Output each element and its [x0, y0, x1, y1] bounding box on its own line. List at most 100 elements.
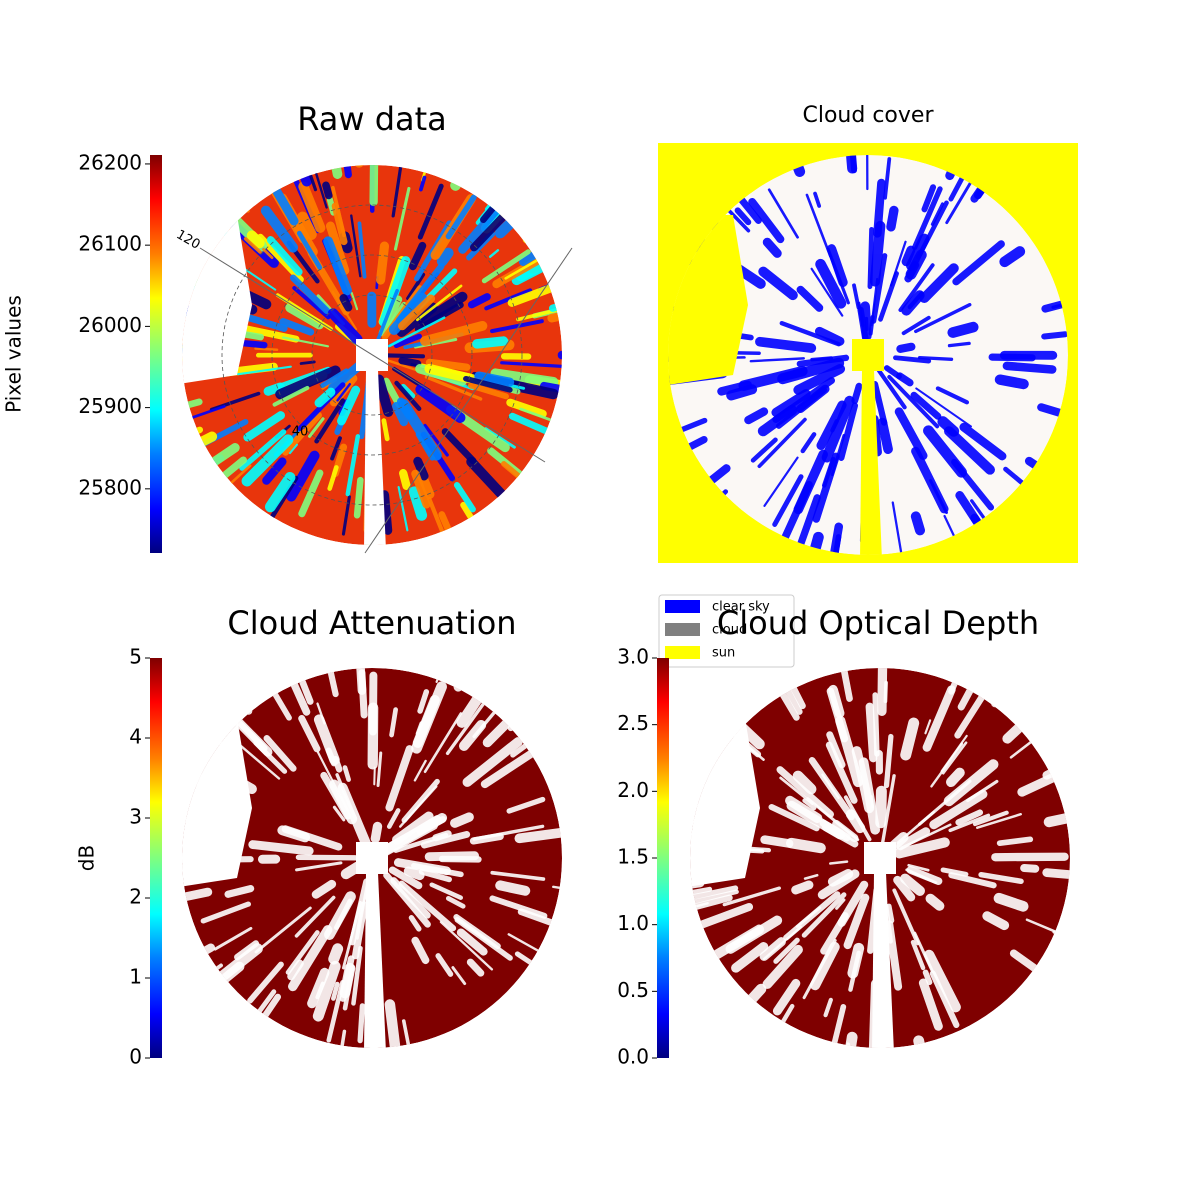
image-texture — [826, 687, 849, 743]
image-texture — [331, 290, 358, 331]
image-texture — [391, 165, 405, 218]
image-texture — [919, 263, 959, 304]
image-texture — [506, 796, 546, 814]
image-texture — [749, 357, 805, 363]
image-texture — [481, 249, 531, 284]
image-texture — [329, 374, 358, 407]
image-texture — [495, 880, 531, 896]
image-texture — [877, 668, 888, 716]
image-texture — [757, 417, 807, 469]
image-texture — [907, 863, 930, 872]
image-texture — [802, 798, 817, 811]
image-texture — [288, 443, 298, 455]
image-texture — [875, 785, 887, 829]
image-texture — [518, 229, 562, 266]
image-texture — [350, 214, 362, 278]
image-texture — [343, 165, 352, 179]
image-texture — [484, 288, 533, 311]
image-texture — [786, 800, 846, 840]
image-texture — [243, 237, 262, 254]
colorbar-tick-label: 26100 — [78, 232, 142, 256]
image-texture — [390, 877, 431, 919]
image-texture — [847, 942, 865, 979]
image-texture — [905, 868, 938, 885]
colorbar-tick-label: 25900 — [78, 394, 142, 418]
image-texture — [722, 886, 781, 907]
image-texture — [966, 779, 999, 803]
image-texture — [823, 997, 833, 1018]
image-texture — [827, 868, 854, 887]
image-texture — [947, 321, 979, 338]
image-texture — [312, 1046, 323, 1048]
image-texture — [239, 744, 281, 780]
image-texture — [341, 900, 362, 970]
image-texture — [314, 398, 346, 444]
image-texture — [453, 482, 476, 513]
panel-title: Raw data — [297, 100, 447, 138]
image-texture — [411, 469, 431, 509]
image-texture — [507, 679, 562, 732]
image-texture — [828, 534, 842, 555]
image-texture — [392, 401, 408, 427]
image-texture — [275, 365, 341, 400]
image-texture — [743, 668, 770, 703]
image-texture — [896, 342, 916, 353]
image-texture — [453, 914, 501, 950]
image-texture — [826, 244, 848, 287]
image-texture — [489, 895, 548, 919]
image-texture — [860, 301, 872, 341]
image-mask — [852, 339, 884, 371]
image-texture — [893, 875, 916, 902]
image-texture — [281, 825, 343, 851]
image-texture — [270, 688, 292, 721]
image-texture — [990, 668, 1041, 708]
image-texture — [1060, 771, 1070, 799]
image-texture — [373, 766, 376, 786]
image-texture — [935, 386, 970, 405]
image-texture — [409, 241, 427, 271]
image-texture — [776, 766, 835, 818]
image-texture — [462, 737, 523, 787]
image-texture — [911, 446, 949, 514]
image-texture — [894, 837, 950, 859]
image-texture — [296, 230, 323, 270]
image-texture — [693, 889, 739, 904]
image-texture — [726, 384, 758, 401]
image-texture — [331, 185, 346, 238]
image-texture — [299, 678, 314, 705]
image-texture — [731, 942, 769, 973]
image-texture — [357, 1003, 366, 1044]
image-texture — [398, 357, 422, 368]
image-mask — [860, 370, 882, 555]
image-texture — [490, 368, 559, 387]
image-texture — [758, 266, 798, 301]
image-texture — [813, 191, 822, 208]
image-texture — [951, 458, 995, 511]
image-texture — [463, 375, 513, 393]
image-texture — [299, 360, 316, 365]
image-texture — [552, 885, 562, 896]
panel: Cloud Optical Depth 0.0 0.5 1.0 1.5 2.0 2.5 3.0 — [617, 604, 1070, 1069]
image-texture — [381, 418, 390, 442]
image-texture — [690, 902, 709, 918]
image-texture — [272, 385, 310, 407]
image-texture — [892, 888, 920, 946]
colorbar — [657, 658, 669, 1058]
image-texture — [843, 795, 872, 842]
image-texture — [901, 245, 916, 267]
image-texture — [775, 1033, 800, 1048]
image-texture — [295, 854, 358, 861]
image-texture — [996, 836, 1034, 846]
colorbar-tick-label: 0.5 — [617, 978, 649, 1002]
image-texture — [297, 211, 317, 240]
image-texture — [755, 336, 817, 353]
image-texture — [415, 384, 466, 423]
image-texture — [878, 271, 899, 322]
image-texture — [795, 906, 822, 928]
image-texture — [826, 731, 846, 769]
image-texture — [382, 377, 403, 408]
image-texture — [480, 748, 538, 789]
polar-grid — [271, 254, 473, 456]
image-texture — [316, 751, 349, 811]
image-texture — [257, 233, 304, 283]
